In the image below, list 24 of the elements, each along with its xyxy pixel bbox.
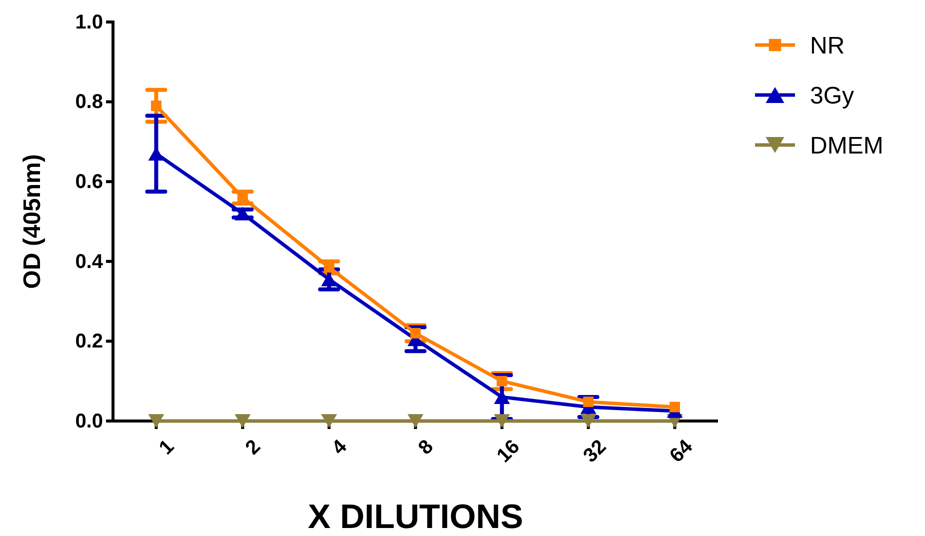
x-tick-label: 1	[155, 436, 178, 460]
y-tick-label: 0.8	[75, 91, 103, 114]
x-tick-label: 16	[492, 436, 524, 467]
y-tick-label: 0.0	[75, 410, 103, 432]
x-axis-title: X DILUTIONS	[308, 498, 524, 536]
point	[408, 414, 424, 428]
x-tick-label: 32	[579, 436, 611, 467]
point	[234, 414, 251, 428]
y-tick-label: 1.0	[75, 11, 103, 34]
legend-label: 3Gy	[810, 82, 854, 110]
x-tick-label: 2	[241, 436, 265, 460]
point	[148, 414, 164, 428]
point	[494, 414, 510, 428]
y-tick-label: 0.6	[75, 171, 103, 193]
legend-label: DMEM	[810, 132, 884, 160]
x-tick-label: 64	[666, 435, 698, 467]
point	[321, 414, 338, 428]
x-tick-label: 8	[414, 436, 438, 460]
y-tick-label: 0.4	[75, 250, 104, 273]
point	[580, 414, 596, 428]
x-tick-label: 4	[328, 435, 352, 460]
y-tick-label: 0.2	[75, 330, 103, 353]
y-axis-title: OD (405nm)	[19, 154, 46, 289]
legend-label: NR	[810, 32, 845, 60]
